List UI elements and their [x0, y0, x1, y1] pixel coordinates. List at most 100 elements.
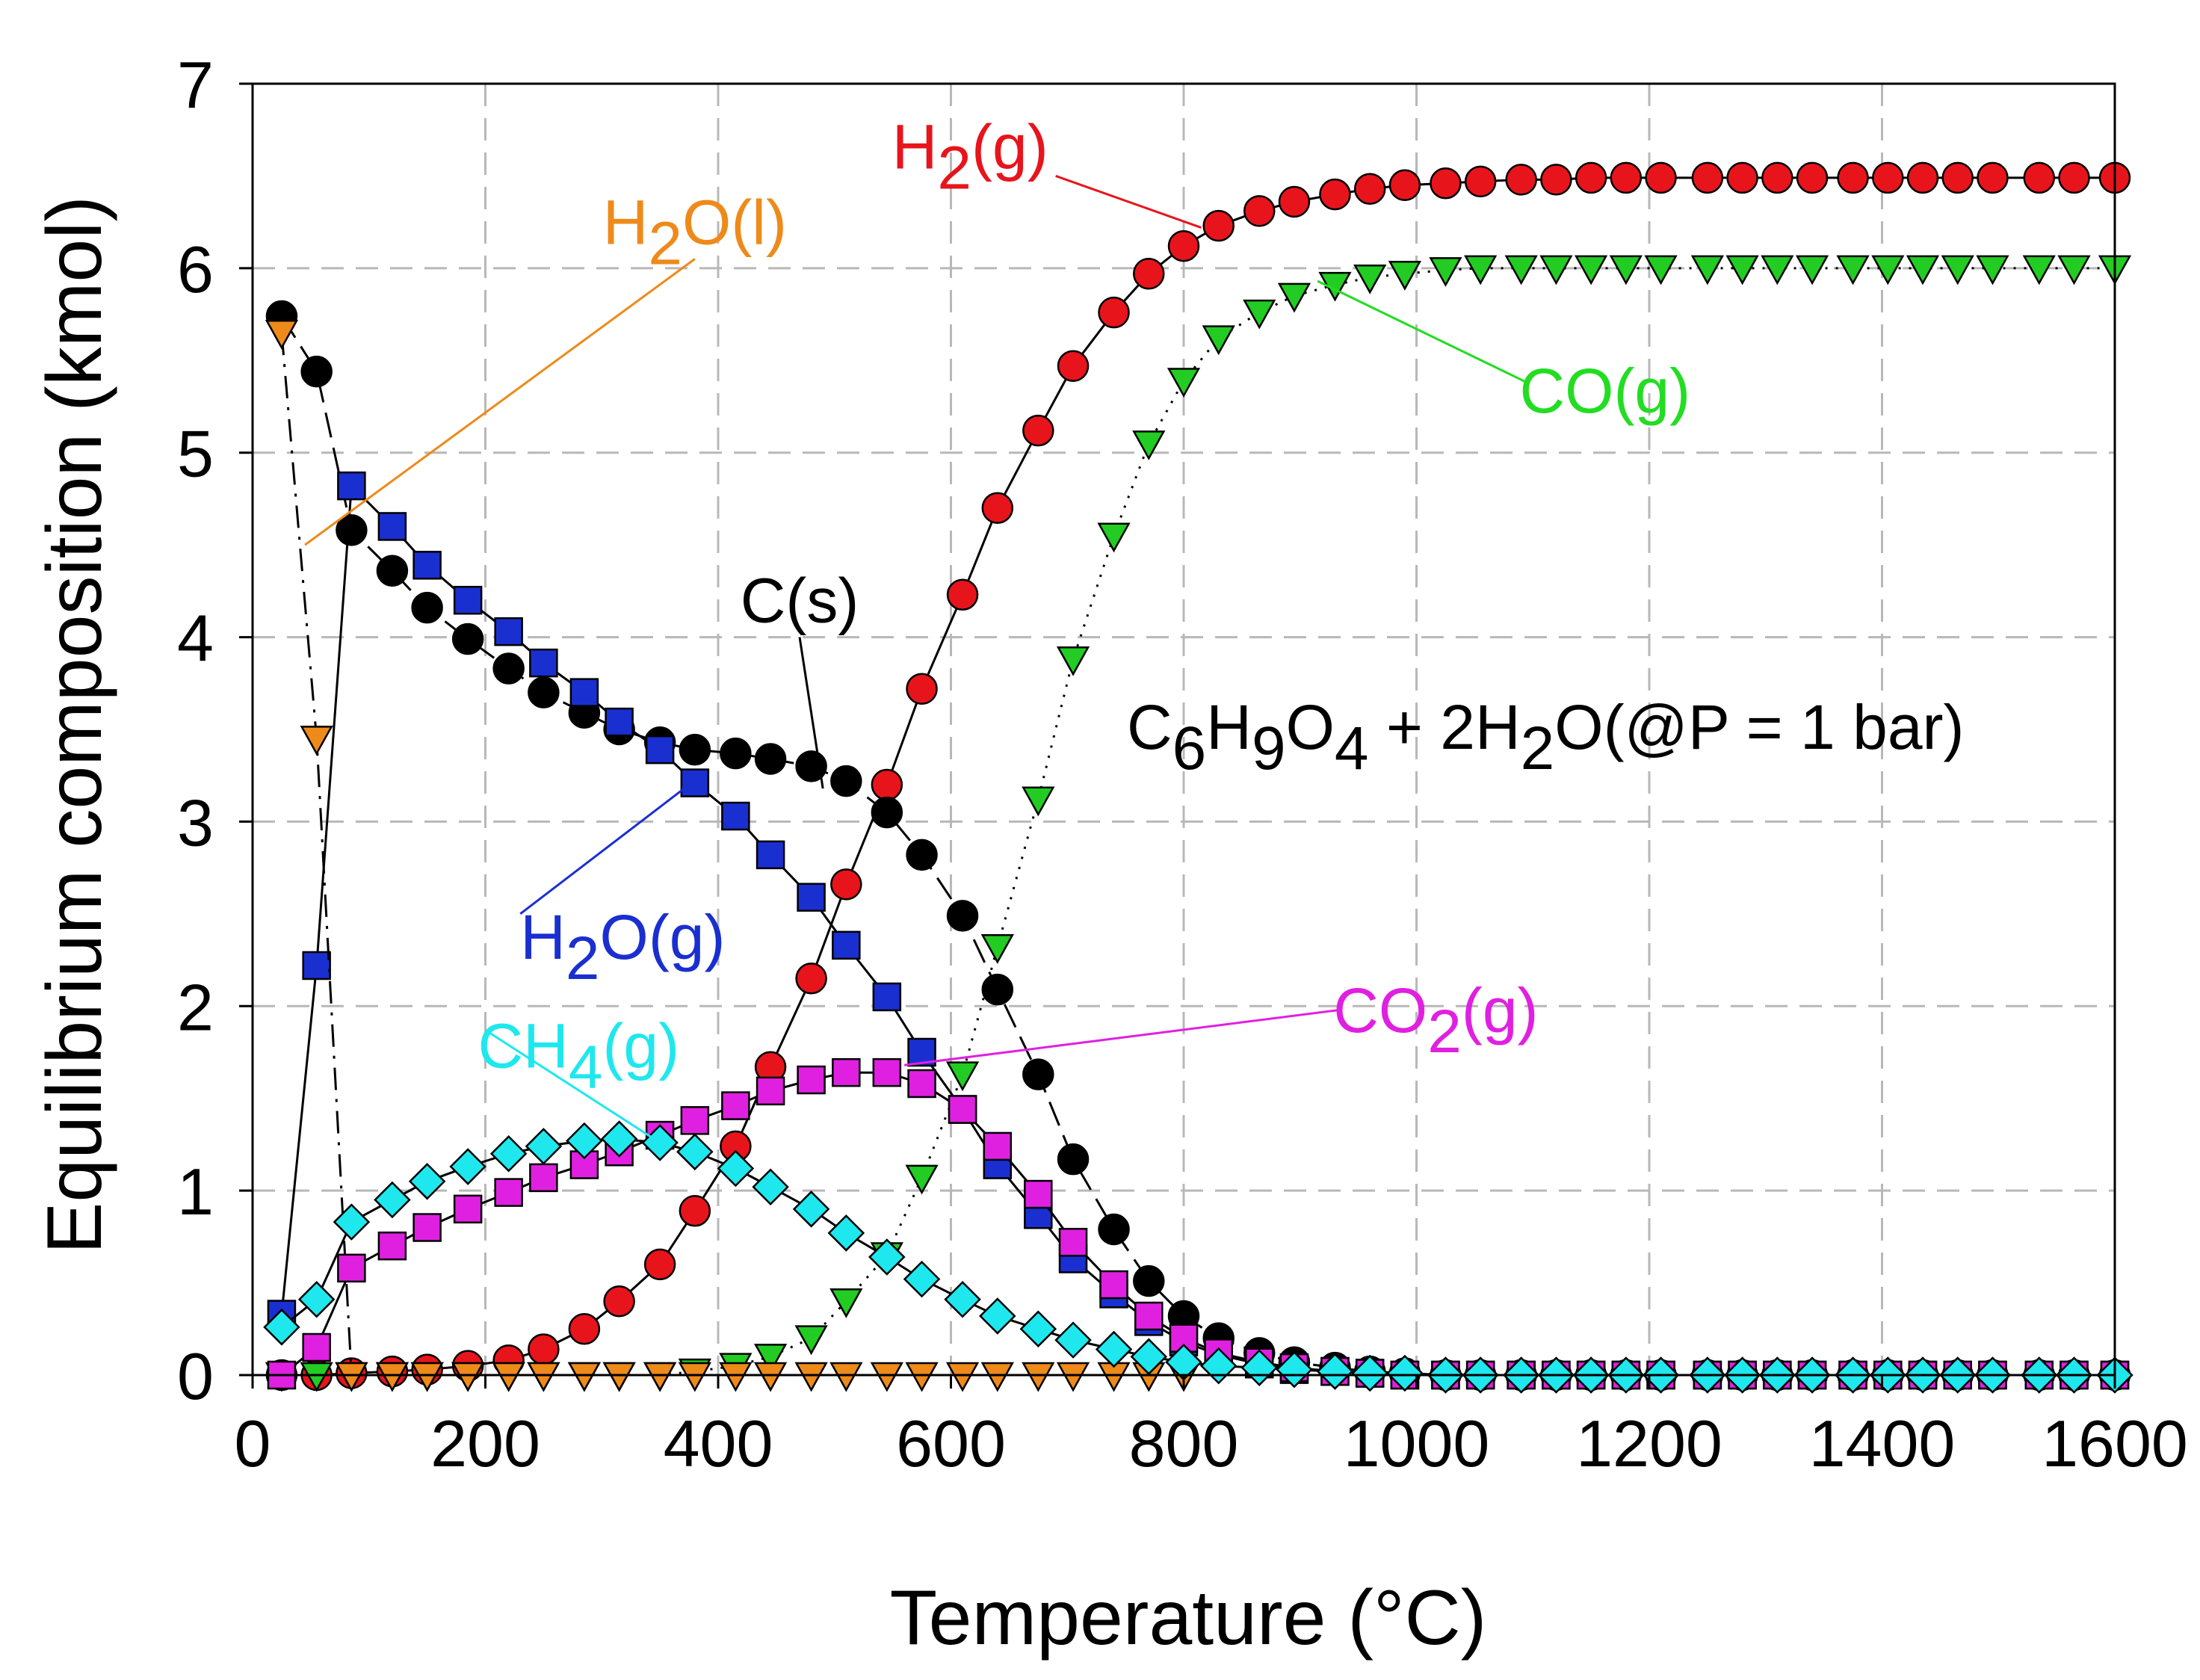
data-point: [374, 1181, 411, 1219]
data-point: [1022, 414, 1054, 447]
data-point: [1353, 173, 1386, 205]
data-point: [827, 1214, 865, 1252]
data-point: [1645, 161, 1677, 194]
data-point: [1056, 646, 1090, 676]
data-point: [451, 623, 484, 655]
data-point: [1058, 1228, 1088, 1257]
reaction-equation: C6H9O4 + 2H2O(@P = 1 bar): [1127, 692, 1965, 782]
data-point: [1941, 255, 1974, 285]
data-point: [451, 1362, 485, 1392]
y-axis-title: Equilibrium composition (kmol): [31, 196, 118, 1254]
data-point: [980, 934, 1014, 964]
data-point: [568, 1313, 601, 1345]
data-point: [753, 1362, 788, 1392]
data-point: [1134, 1301, 1164, 1331]
grid-lines: [253, 84, 2115, 1375]
data-point: [905, 1362, 939, 1392]
data-point: [1054, 1321, 1092, 1359]
data-point: [1609, 255, 1643, 285]
x-tick-label: 0: [235, 1406, 271, 1480]
data-point: [1243, 299, 1276, 330]
data-point: [680, 1106, 710, 1135]
data-point: [1277, 282, 1311, 313]
data-point: [830, 868, 862, 901]
data-point: [1240, 1349, 1279, 1386]
data-point: [376, 555, 409, 587]
data-point: [946, 578, 979, 611]
data-point: [676, 1133, 714, 1171]
data-point: [1691, 161, 1724, 194]
data-point: [944, 1281, 981, 1318]
data-point: [717, 1149, 755, 1188]
series-line: [280, 315, 2115, 1377]
data-point: [643, 1248, 676, 1281]
data-point: [948, 1095, 977, 1124]
data-point: [871, 768, 903, 801]
x-tick-label: 1600: [2042, 1406, 2188, 1480]
x-tick-label: 1000: [1344, 1406, 1490, 1480]
series-label-H2O(l): H2O(l): [603, 188, 787, 278]
data-point: [680, 768, 710, 797]
data-point: [1097, 522, 1131, 553]
data-point: [2023, 161, 2056, 194]
data-point: [1386, 1354, 1424, 1392]
data-point: [1504, 255, 1538, 285]
data-point: [412, 551, 442, 580]
data-point: [872, 982, 902, 1012]
data-point: [377, 1231, 407, 1261]
data-point: [1243, 195, 1276, 227]
data-point: [300, 1362, 333, 1392]
data-point: [1977, 161, 2009, 194]
data-point: [302, 951, 331, 980]
data-point: [1276, 1350, 1313, 1389]
data-point: [1690, 255, 1724, 285]
data-point: [756, 840, 785, 870]
data-point: [979, 1297, 1016, 1335]
data-point: [527, 1362, 560, 1392]
data-point: [794, 1362, 828, 1392]
data-point: [377, 512, 407, 541]
data-point: [906, 673, 938, 705]
x-tick-label: 200: [430, 1406, 540, 1480]
data-point: [1098, 296, 1130, 329]
data-point: [492, 1362, 525, 1392]
data-point: [905, 1164, 939, 1195]
series-label-H2O(g): H2O(g): [520, 902, 725, 992]
data-point: [1351, 1354, 1388, 1392]
data-point: [333, 1203, 371, 1241]
data-point: [870, 1362, 903, 1392]
data-point: [1388, 169, 1421, 202]
data-point: [1575, 255, 1608, 285]
data-point: [907, 1069, 936, 1099]
data-point: [566, 1122, 603, 1160]
data-point: [1022, 786, 1055, 817]
data-point: [529, 1163, 558, 1193]
data-point: [1095, 1330, 1133, 1368]
y-tick-label: 5: [177, 417, 214, 491]
data-point: [528, 1333, 560, 1365]
data-point: [721, 801, 750, 831]
data-point: [2058, 161, 2090, 194]
data-point: [2022, 255, 2056, 285]
data-point: [1024, 1179, 1053, 1209]
y-tick-label: 7: [177, 48, 214, 122]
data-point: [754, 743, 787, 775]
data-point: [980, 1362, 1014, 1392]
data-point: [1133, 258, 1165, 290]
data-point: [792, 1190, 830, 1228]
data-point: [1098, 1213, 1130, 1246]
data-point: [1099, 1270, 1128, 1300]
data-point: [1133, 1264, 1165, 1297]
data-point: [412, 1213, 442, 1242]
data-point: [453, 1194, 483, 1224]
axes: 0 200 400 600 800 1000 1200 1400 1600 0 1 2 3 4 5 6 7: [177, 48, 2188, 1480]
data-point: [645, 735, 675, 765]
data-point: [494, 1178, 523, 1207]
data-point: [1019, 1310, 1057, 1348]
series-label-CH4(g): CH4(g): [478, 1010, 680, 1101]
data-point: [297, 1281, 336, 1318]
data-point: [1132, 430, 1166, 460]
data-point: [679, 733, 711, 766]
series-label-H2(g): H2(g): [892, 111, 1048, 202]
